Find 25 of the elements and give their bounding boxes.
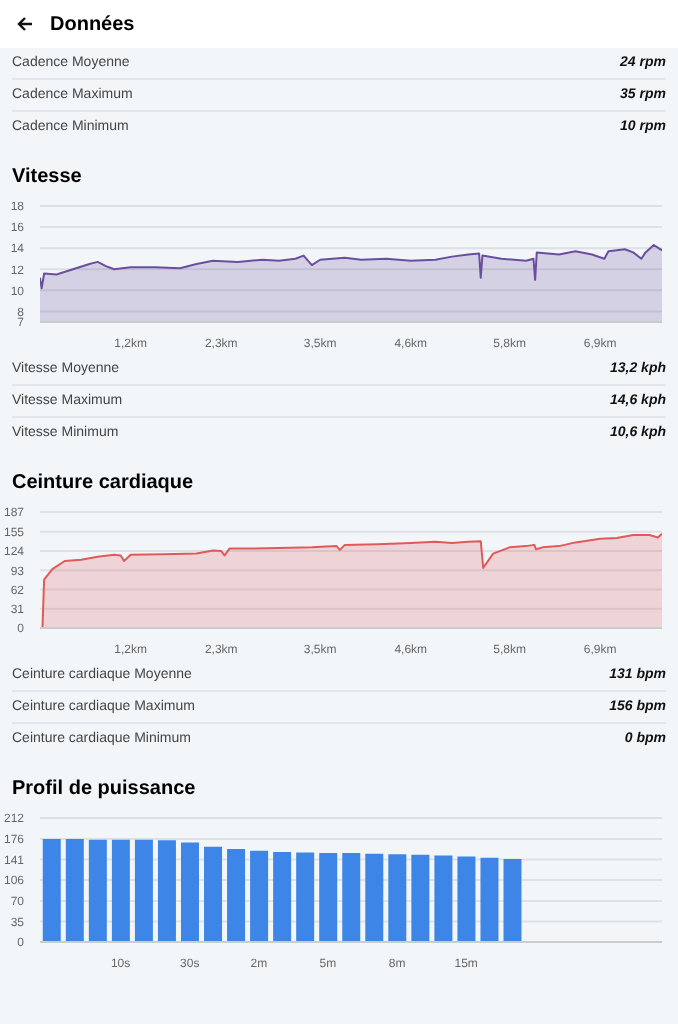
- chart-title: Vitesse: [10, 166, 84, 190]
- bar: [88, 839, 107, 942]
- bar: [388, 854, 407, 942]
- bar: [42, 839, 61, 942]
- text: Données: [50, 13, 135, 35]
- bar: [111, 839, 130, 942]
- bar: [434, 855, 453, 942]
- bar: [480, 857, 499, 942]
- bar: [65, 839, 84, 942]
- bar: [180, 842, 199, 942]
- bar: [227, 849, 246, 942]
- bar: [342, 853, 361, 942]
- bar: [319, 853, 338, 942]
- bar: [503, 858, 522, 942]
- chart-title: Profil de puissance: [10, 778, 198, 802]
- bar: [250, 850, 269, 942]
- bar: [273, 851, 292, 942]
- bar: [457, 856, 476, 942]
- bar: [411, 854, 430, 942]
- bar: [365, 853, 384, 942]
- bar: [157, 840, 176, 942]
- bar: [134, 839, 153, 942]
- bar: [296, 852, 315, 942]
- bar: [204, 846, 223, 942]
- chart-title: Ceinture cardiaque: [10, 472, 196, 496]
